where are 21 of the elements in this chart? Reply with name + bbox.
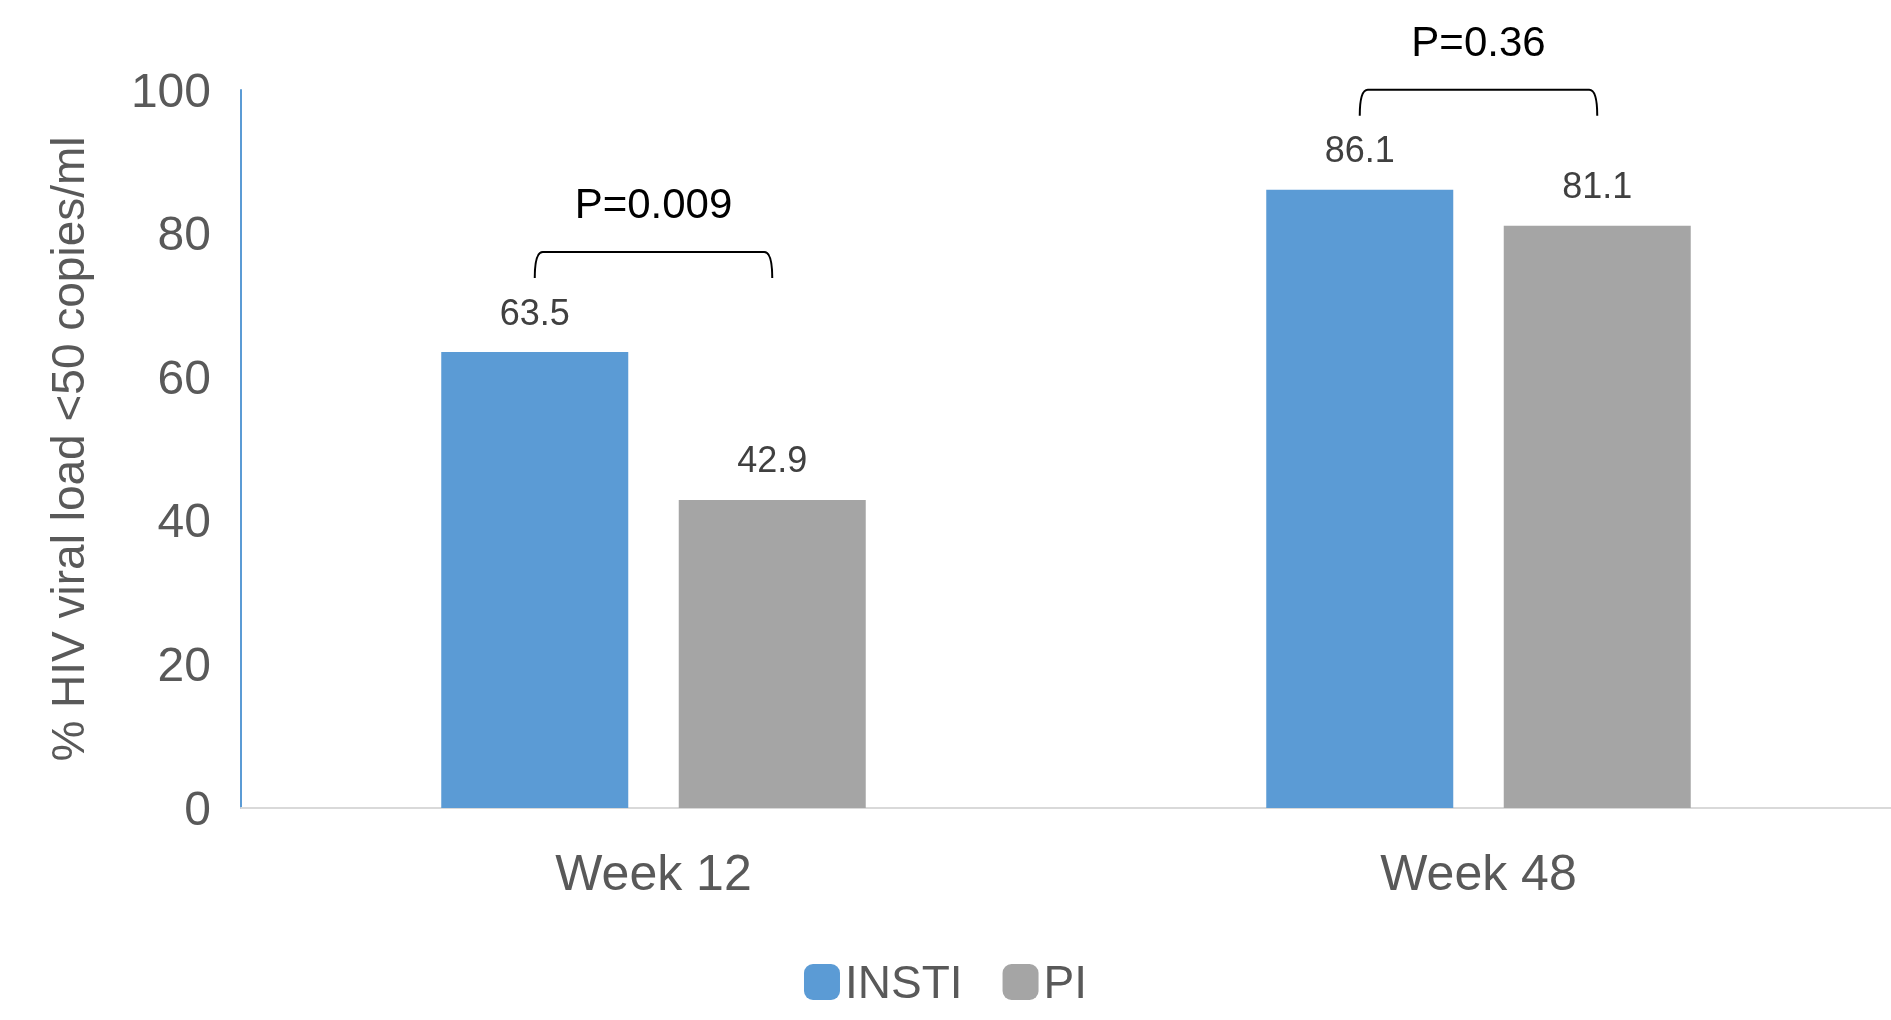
y-tick-label: 20 bbox=[157, 637, 211, 691]
legend-label: INSTI bbox=[844, 956, 963, 1008]
bar bbox=[441, 352, 629, 808]
y-tick-label: 40 bbox=[157, 494, 211, 548]
y-tick-label: 60 bbox=[157, 350, 211, 404]
bar bbox=[1503, 225, 1691, 808]
data-label: 81.1 bbox=[1562, 165, 1633, 207]
y-tick-label: 80 bbox=[157, 207, 211, 261]
data-label: 63.5 bbox=[499, 291, 570, 333]
annotation: P=0.009 bbox=[574, 180, 733, 229]
y-tick-label: 100 bbox=[130, 63, 211, 117]
text: P=0.36 bbox=[1411, 17, 1546, 66]
legend-label: PI bbox=[1043, 956, 1088, 1008]
x-tick-label: Week 48 bbox=[1380, 845, 1577, 901]
y-tick-label: 0 bbox=[184, 781, 211, 835]
x-tick-label: Week 12 bbox=[555, 845, 752, 901]
y-axis-title: % HIV viral load <50 copies/ml bbox=[42, 136, 94, 762]
bar bbox=[678, 499, 866, 808]
data-label: 86.1 bbox=[1324, 129, 1395, 171]
data-label: 42.9 bbox=[737, 439, 808, 481]
bar bbox=[1266, 189, 1454, 808]
